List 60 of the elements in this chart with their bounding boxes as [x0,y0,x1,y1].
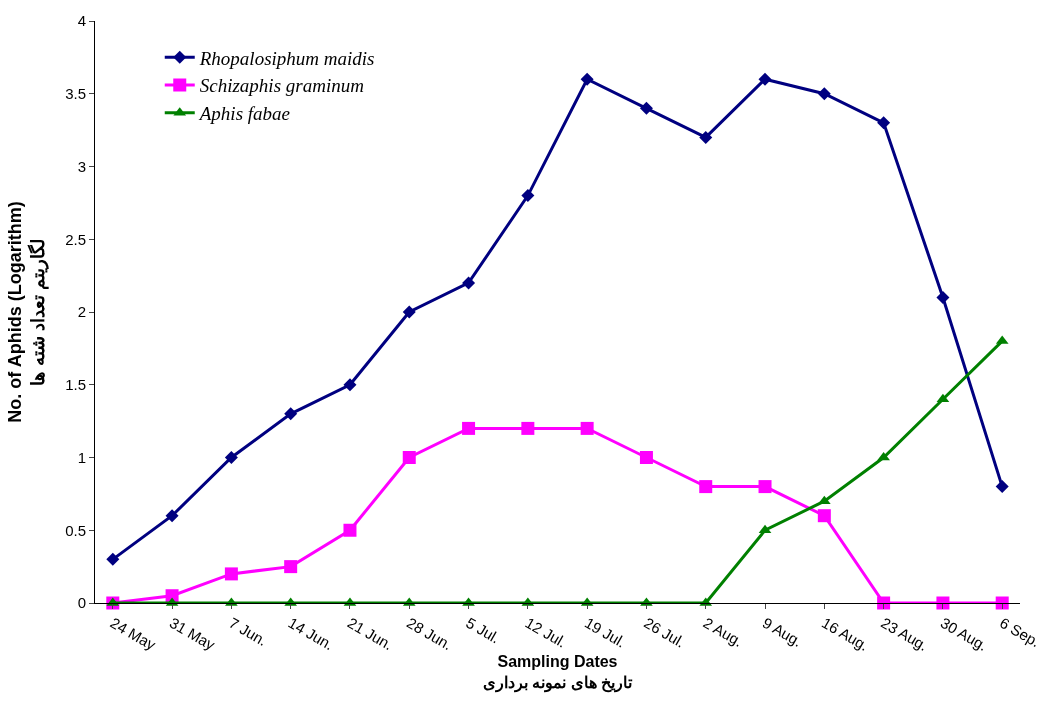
point [877,116,891,130]
x-tick-label: 23 Aug. [878,613,931,655]
point [877,596,891,610]
point [521,421,535,435]
y-tick-label: 3.5 [65,85,86,102]
point [106,552,120,566]
point [402,305,416,319]
point [936,290,950,304]
point [224,567,238,581]
y-tick-label: 2.5 [65,230,86,248]
y-tick-label: 1.5 [65,376,86,393]
x-tick-label: 5 Jul. [463,613,503,647]
point [343,523,357,537]
legend-label: Schizaphis graminum [199,75,364,97]
point [521,189,535,203]
point [165,589,179,603]
y-tick-label: 0.5 [65,521,86,539]
point [284,407,298,421]
x-tick-label: 19 Jul. [581,613,629,651]
point [995,596,1009,610]
point [580,421,594,435]
x-tick-label: 16 Aug. [819,613,872,655]
x-tick-label: 14 Jun. [285,613,337,654]
point [462,421,476,435]
point [639,101,653,115]
y-tick-label: 1 [77,448,86,466]
point [758,480,772,494]
point [758,72,772,86]
x-tick-label: 9 Aug. [759,613,806,650]
x-tick-label: 26 Jul. [641,613,688,651]
y-tick-label: 3 [77,157,86,175]
point [284,560,298,574]
x-tick-label: 7 Jun. [226,613,271,650]
point [936,596,950,610]
point [699,480,713,494]
y-tick-label: 2 [77,303,86,321]
point [343,378,357,392]
point [995,480,1009,494]
point [165,509,179,523]
point [639,451,653,464]
x-tick-label: 31 May [166,613,219,654]
legend-label: Aphis fabae [197,103,290,125]
point [224,451,238,464]
x-tick-label: 12 Jul. [522,613,570,651]
point [699,130,713,144]
point [817,87,831,101]
legend-label: Rhopalosiphum maidis [198,47,375,69]
x-tick-label: 24 May [107,613,160,654]
y-tick-label: 0 [77,594,86,612]
point [936,393,950,403]
point [580,72,594,86]
point [402,451,416,464]
y-tick-label: 4 [77,12,86,30]
x-tick-label: 2 Aug. [700,613,746,650]
point [462,276,476,290]
x-tick-label: 6 Sep. [996,613,1044,651]
point [817,509,831,523]
x-tick-label: 30 Aug. [937,613,991,655]
x-tick-label: 21 Jun. [344,613,396,654]
x-tick-label: 28 Jun. [404,613,456,654]
